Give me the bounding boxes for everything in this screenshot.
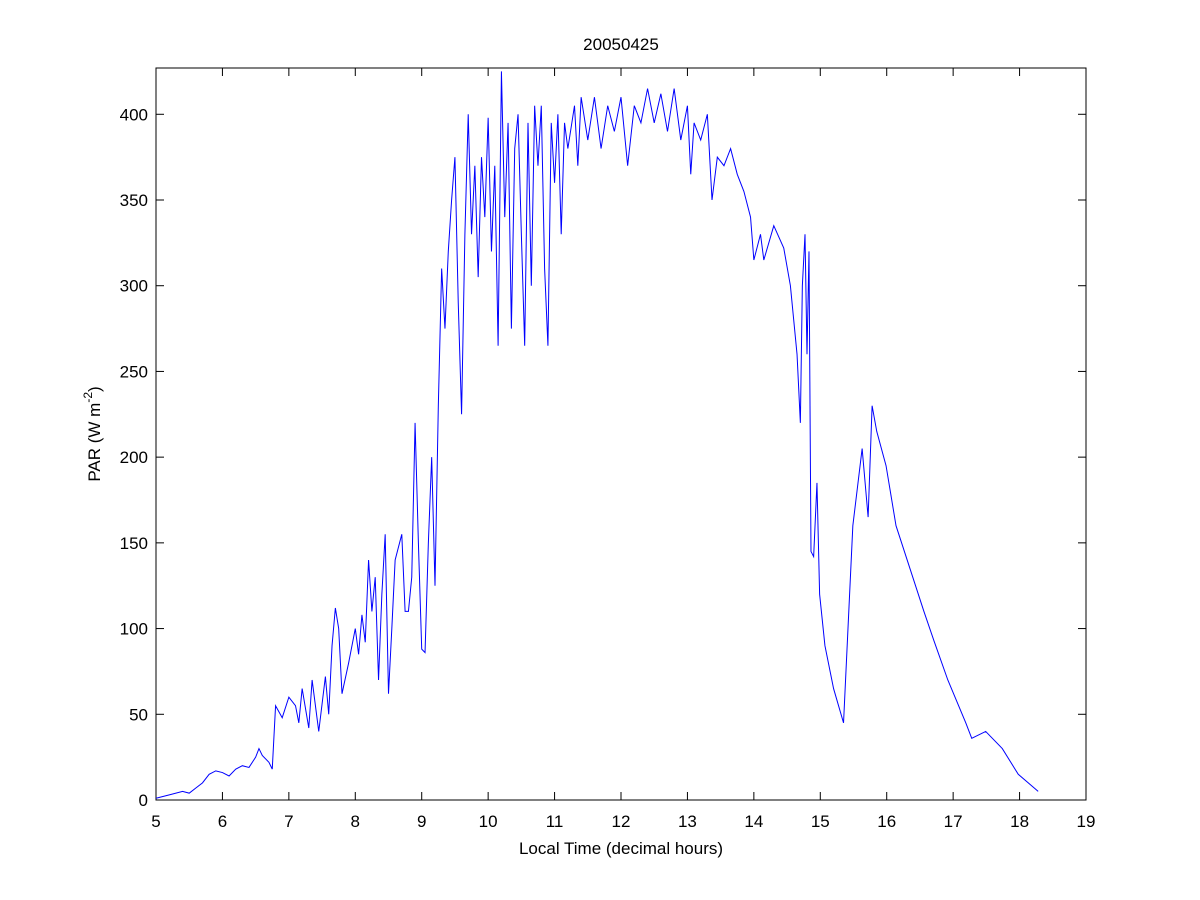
- x-tick-label: 9: [417, 812, 426, 831]
- x-tick-label: 8: [351, 812, 360, 831]
- x-tick-label: 11: [546, 812, 564, 831]
- y-tick-label: 400: [120, 105, 148, 124]
- y-tick-label: 200: [120, 448, 148, 467]
- x-tick-label: 19: [1077, 812, 1096, 831]
- x-tick-label: 14: [744, 812, 763, 831]
- y-tick-label: 150: [120, 534, 148, 553]
- y-axis-label-superscript: -2: [81, 392, 95, 403]
- y-axis-label-text: PAR (W m: [85, 403, 104, 482]
- y-tick-label: 0: [139, 791, 148, 810]
- y-axis-label-text: ): [85, 386, 104, 392]
- x-tick-label: 7: [284, 812, 293, 831]
- x-tick-label: 17: [944, 812, 963, 831]
- x-tick-label: 15: [811, 812, 830, 831]
- data-line: [155, 71, 1039, 799]
- x-tick-label: 5: [151, 812, 160, 831]
- chart-title: 20050425: [583, 35, 659, 54]
- x-axis-label: Local Time (decimal hours): [519, 839, 723, 858]
- y-tick-label: 350: [120, 191, 148, 210]
- y-tick-label: 250: [120, 362, 148, 381]
- x-tick-label: 16: [877, 812, 896, 831]
- x-tick-label: 12: [612, 812, 631, 831]
- plot-area: [155, 67, 1087, 801]
- x-tick-label: 13: [678, 812, 697, 831]
- y-axis-label: PAR (W m-2): [81, 386, 104, 481]
- x-tick-label: 10: [479, 812, 498, 831]
- y-tick-label: 300: [120, 277, 148, 296]
- x-tick-label: 18: [1010, 812, 1029, 831]
- y-tick-label: 50: [129, 705, 148, 724]
- y-tick-label: 100: [120, 620, 148, 639]
- x-tick-label: 6: [218, 812, 227, 831]
